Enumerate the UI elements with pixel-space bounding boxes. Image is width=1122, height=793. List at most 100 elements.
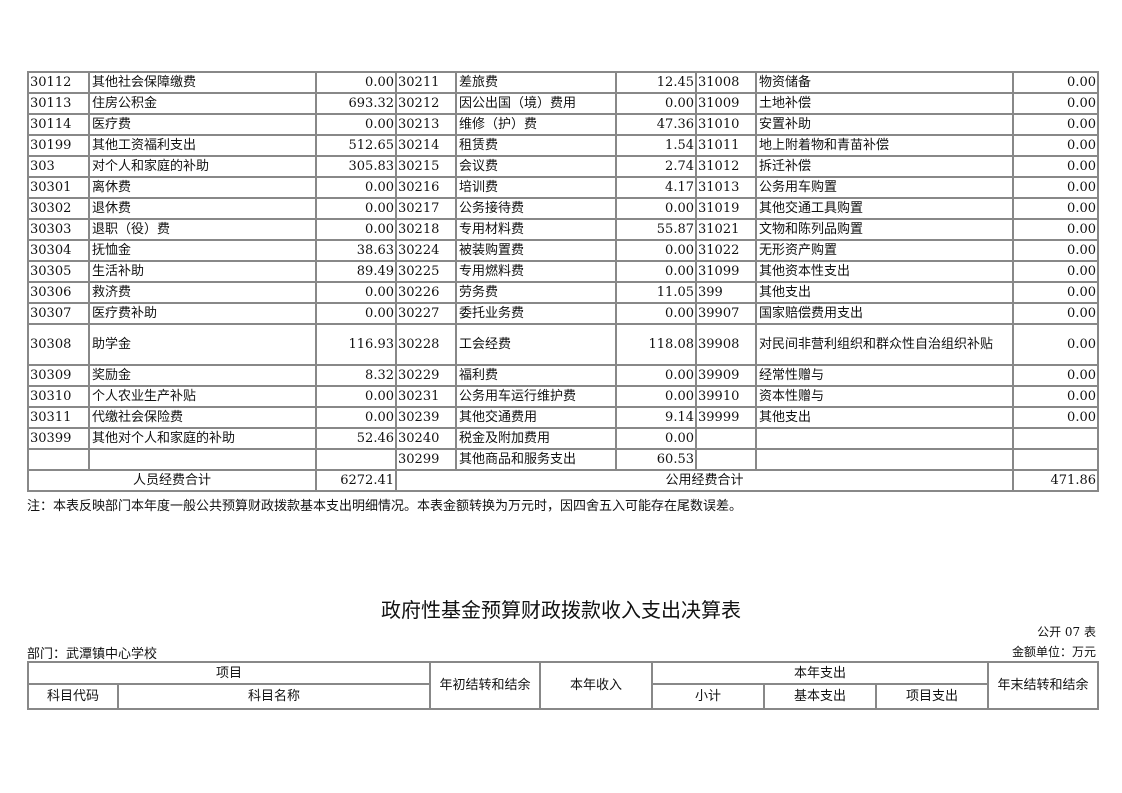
- cell-code: 30211: [395, 71, 457, 94]
- header-expenditure: 本年支出: [651, 661, 990, 685]
- government-fund-table: 项目 年初结转和结余 本年收入 本年支出 年末结转和结余 科目代码 科目名称 小…: [26, 661, 1100, 710]
- cell-name: 生活补助: [88, 260, 317, 283]
- table-row: 30301 离休费 0.00 30216 培训费 4.17 31013 公务用车购置 0.00: [27, 176, 1099, 199]
- cell-value: 0.00: [315, 176, 397, 199]
- cell-code: 30306: [27, 281, 90, 304]
- cell-name: 拆迁补偿: [755, 155, 1014, 178]
- header-basic: 基本支出: [763, 683, 878, 710]
- cell-code: 30311: [27, 406, 90, 429]
- cell-code: 30307: [27, 302, 90, 325]
- cell-name: 会议费: [455, 155, 617, 178]
- cell-value: 0.00: [315, 406, 397, 429]
- cell-name: 租赁费: [455, 134, 617, 157]
- cell-code: [695, 427, 757, 450]
- cell-code: 30310: [27, 385, 90, 408]
- cell-value: 1.54: [615, 134, 697, 157]
- public-total-value: 471.86: [1012, 469, 1099, 492]
- cell-code: 30309: [27, 364, 90, 387]
- cell-name: 医疗费补助: [88, 302, 317, 325]
- cell-name: 其他工资福利支出: [88, 134, 317, 157]
- cell-value: 0.00: [1012, 239, 1099, 262]
- table-row: 30309 奖励金 8.32 30229 福利费 0.00 39909 经常性赠与 0.00: [27, 364, 1099, 387]
- cell-value: [1012, 448, 1099, 471]
- cell-code: 39908: [695, 323, 757, 366]
- cell-name: 对民间非营利组织和群众性自治组织补贴: [755, 323, 1014, 366]
- cell-value: 693.32: [315, 92, 397, 115]
- cell-name: 住房公积金: [88, 92, 317, 115]
- cell-code: 30218: [395, 218, 457, 241]
- cell-code: 39907: [695, 302, 757, 325]
- cell-name: 工会经费: [455, 323, 617, 366]
- table-row: 30307 医疗费补助 0.00 30227 委托业务费 0.00 39907 国家赔偿费用支…: [27, 302, 1099, 325]
- cell-code: 30214: [395, 134, 457, 157]
- cell-name: 专用材料费: [455, 218, 617, 241]
- personnel-total-label: 人员经费合计: [27, 469, 317, 492]
- cell-name: 经常性赠与: [755, 364, 1014, 387]
- cell-code: 31008: [695, 71, 757, 94]
- cell-value: 0.00: [1012, 155, 1099, 178]
- cell-value: 12.45: [615, 71, 697, 94]
- cell-name: 被装购置费: [455, 239, 617, 262]
- cell-code: 30112: [27, 71, 90, 94]
- cell-value: 0.00: [1012, 260, 1099, 283]
- cell-name: 委托业务费: [455, 302, 617, 325]
- cell-value: 89.49: [315, 260, 397, 283]
- header-closing-balance: 年末结转和结余: [987, 661, 1100, 710]
- cell-value: 512.65: [315, 134, 397, 157]
- cell-value: 0.00: [1012, 323, 1099, 366]
- cell-code: 31021: [695, 218, 757, 241]
- cell-code: 30213: [395, 113, 457, 136]
- basic-expenditure-detail-table: 30112 其他社会保障缴费 0.00 30211 差旅费 12.45 31008 物资储备 0…: [27, 71, 1099, 492]
- cell-name: 安置补助: [755, 113, 1014, 136]
- department-label: 部门：武潭镇中心学校: [27, 647, 158, 662]
- cell-name: 物资储备: [755, 71, 1014, 94]
- cell-name: 公务接待费: [455, 197, 617, 220]
- cell-value: 0.00: [615, 302, 697, 325]
- page-title: 政府性基金预算财政拨款收入支出决算表: [381, 598, 741, 622]
- cell-value: 0.00: [615, 197, 697, 220]
- cell-code: 30240: [395, 427, 457, 450]
- cell-name: 代缴社会保险费: [88, 406, 317, 429]
- header-item: 项目: [26, 661, 432, 685]
- table-note: 注：本表反映部门本年度一般公共预算财政拨款基本支出明细情况。本表金额转换为万元时…: [27, 499, 743, 514]
- cell-code: 30225: [395, 260, 457, 283]
- cell-value: 0.00: [1012, 176, 1099, 199]
- totals-row: 人员经费合计 6272.41 公用经费合计 471.86: [27, 469, 1099, 492]
- cell-value: 0.00: [1012, 92, 1099, 115]
- cell-name: 退职（役）费: [88, 218, 317, 241]
- table-row: 30308 助学金 116.93 30228 工会经费 118.08 39908 对民间非营利…: [27, 323, 1099, 366]
- cell-value: 9.14: [615, 406, 697, 429]
- cell-value: 0.00: [615, 364, 697, 387]
- cell-value: 55.87: [615, 218, 697, 241]
- table-row: 30305 生活补助 89.49 30225 专用燃料费 0.00 31099 其他资本性支出…: [27, 260, 1099, 283]
- cell-value: 0.00: [1012, 134, 1099, 157]
- cell-name: 奖励金: [88, 364, 317, 387]
- cell-name: 离休费: [88, 176, 317, 199]
- cell-name: [755, 448, 1014, 471]
- form-number: 公开 07 表: [1037, 625, 1096, 639]
- cell-value: 0.00: [615, 92, 697, 115]
- cell-value: 0.00: [1012, 406, 1099, 429]
- cell-value: 38.63: [315, 239, 397, 262]
- cell-name: 文物和陈列品购置: [755, 218, 1014, 241]
- cell-code: 30231: [395, 385, 457, 408]
- cell-value: 305.83: [315, 155, 397, 178]
- cell-value: 0.00: [315, 113, 397, 136]
- table-row: 30302 退休费 0.00 30217 公务接待费 0.00 31019 其他交通工具购置 0…: [27, 197, 1099, 220]
- cell-name: 个人农业生产补贴: [88, 385, 317, 408]
- cell-name: [88, 448, 317, 471]
- cell-value: 0.00: [1012, 385, 1099, 408]
- cell-value: 0.00: [315, 197, 397, 220]
- table-row: 30112 其他社会保障缴费 0.00 30211 差旅费 12.45 31008 物资储备 0…: [27, 71, 1099, 94]
- cell-name: 国家赔偿费用支出: [755, 302, 1014, 325]
- cell-code: 31011: [695, 134, 757, 157]
- cell-value: 47.36: [615, 113, 697, 136]
- cell-name: 土地补偿: [755, 92, 1014, 115]
- cell-value: 4.17: [615, 176, 697, 199]
- header-opening-balance: 年初结转和结余: [429, 661, 542, 710]
- cell-value: 0.00: [1012, 364, 1099, 387]
- cell-value: [1012, 427, 1099, 450]
- cell-value: 2.74: [615, 155, 697, 178]
- cell-name: 医疗费: [88, 113, 317, 136]
- cell-value: 0.00: [315, 385, 397, 408]
